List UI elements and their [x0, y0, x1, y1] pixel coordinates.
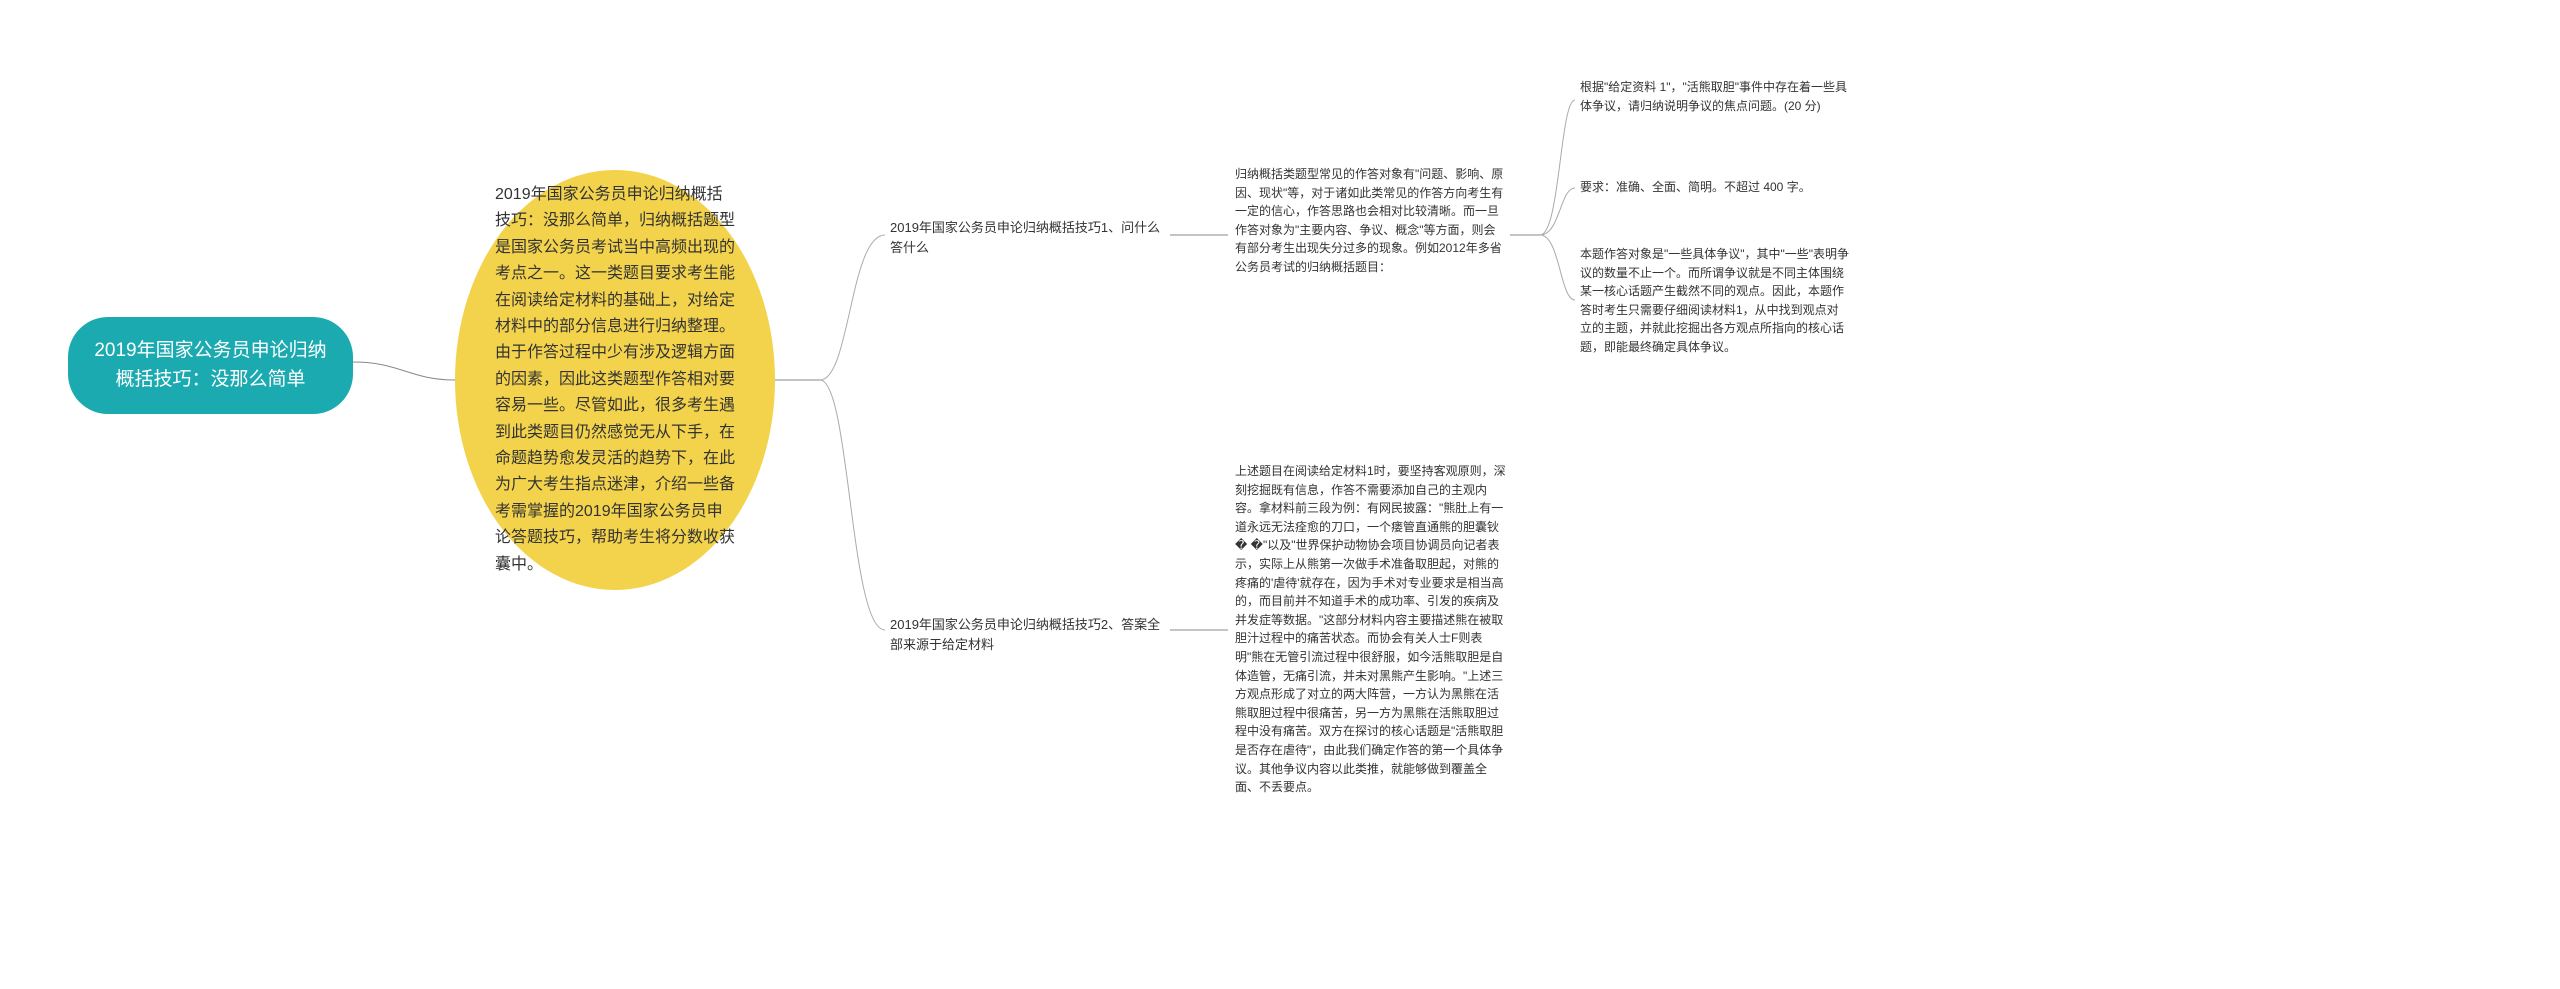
tip1-sub3: 本题作答对象是"一些具体争议"，其中"一些"表明争议的数量不止一个。而所谓争议就…: [1580, 247, 1849, 354]
tip2-desc: 上述题目在阅读给定材料1时，要坚持客观原则，深刻挖掘既有信息，作答不需要添加自己…: [1235, 464, 1506, 794]
tip1-desc-node[interactable]: 归纳概括类题型常见的作答对象有"问题、影响、原因、现状"等，对于诸如此类常见的作…: [1235, 165, 1505, 277]
root-title: 2019年国家公务员申论归纳概括技巧：没那么简单: [94, 340, 326, 390]
intro-text: 2019年国家公务员申论归纳概括技巧：没那么简单，归纳概括题型是国家公务员考试当…: [495, 182, 735, 578]
intro-node[interactable]: 2019年国家公务员申论归纳概括技巧：没那么简单，归纳概括题型是国家公务员考试当…: [455, 170, 775, 590]
root-node[interactable]: 2019年国家公务员申论归纳概括技巧：没那么简单: [68, 317, 353, 414]
tip1-sub1-node[interactable]: 根据"给定资料 1"，"活熊取胆"事件中存在着一些具体争议，请归纳说明争议的焦点…: [1580, 78, 1850, 115]
tip1-desc: 归纳概括类题型常见的作答对象有"问题、影响、原因、现状"等，对于诸如此类常见的作…: [1235, 167, 1503, 274]
tip2-title: 2019年国家公务员申论归纳概括技巧2、答案全部来源于给定材料: [890, 617, 1160, 652]
tip2-desc-node[interactable]: 上述题目在阅读给定材料1时，要坚持客观原则，深刻挖掘既有信息，作答不需要添加自己…: [1235, 462, 1510, 797]
tip1-title: 2019年国家公务员申论归纳概括技巧1、问什么答什么: [890, 220, 1160, 255]
mindmap-canvas: 2019年国家公务员申论归纳概括技巧：没那么简单 2019年国家公务员申论归纳概…: [0, 0, 2560, 989]
tip2-title-node[interactable]: 2019年国家公务员申论归纳概括技巧2、答案全部来源于给定材料: [890, 615, 1170, 654]
tip1-title-node[interactable]: 2019年国家公务员申论归纳概括技巧1、问什么答什么: [890, 218, 1170, 257]
tip1-sub2: 要求：准确、全面、简明。不超过 400 字。: [1580, 180, 1811, 194]
tip1-sub1: 根据"给定资料 1"，"活熊取胆"事件中存在着一些具体争议，请归纳说明争议的焦点…: [1580, 80, 1847, 113]
tip1-sub2-node[interactable]: 要求：准确、全面、简明。不超过 400 字。: [1580, 178, 1850, 197]
tip1-sub3-node[interactable]: 本题作答对象是"一些具体争议"，其中"一些"表明争议的数量不止一个。而所谓争议就…: [1580, 245, 1850, 357]
